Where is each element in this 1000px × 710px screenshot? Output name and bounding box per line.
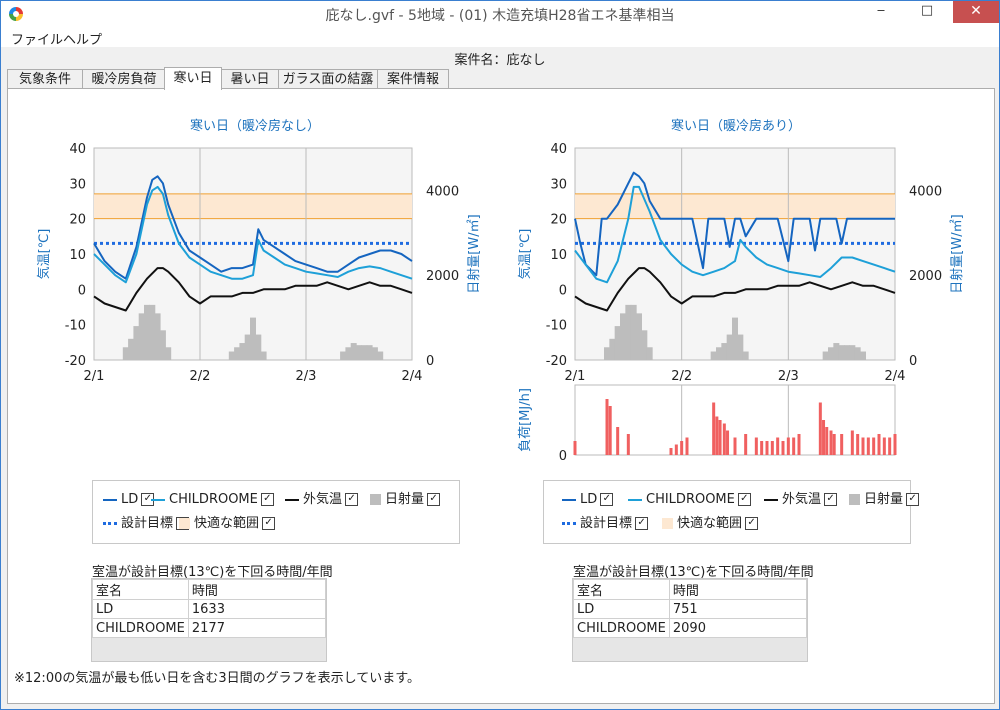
- legend-solar-label: 日射量: [385, 492, 425, 507]
- title-bar[interactable]: 庇なし.gvf - 5地域 - (01) 木造充填H28省エネ基準相当 ‒ □ …: [1, 1, 999, 27]
- legend2-item-target[interactable]: 設計目標 ✓: [562, 516, 649, 532]
- table-row[interactable]: CHILDROOME 2177: [92, 618, 327, 638]
- tab-case-info[interactable]: 案件情報: [377, 69, 449, 89]
- legend-item-comfort[interactable]: 快適な範囲 ✓: [179, 516, 276, 532]
- header-room: 室名: [573, 579, 670, 600]
- outdoor-swatch: [285, 498, 299, 501]
- legend2-item-childroome[interactable]: CHILDROOME ✓: [628, 492, 751, 508]
- legend-outdoor-checkbox[interactable]: ✓: [345, 493, 359, 506]
- header-hours: 時間: [668, 579, 808, 600]
- table-header-row: 室名 時間: [573, 579, 808, 600]
- window-title: 庇なし.gvf - 5地域 - (01) 木造充填H28省エネ基準相当: [325, 8, 675, 24]
- legend2-outdoor-label: 外気温: [782, 492, 822, 507]
- legend-comfort-checkbox[interactable]: ✓: [262, 517, 276, 530]
- legend-outdoor-label: 外気温: [303, 492, 343, 507]
- table-row[interactable]: LD 751: [573, 599, 808, 619]
- legend2-ld-label: LD: [580, 492, 598, 507]
- legend2-solar-label: 日射量: [864, 492, 904, 507]
- legend2-comfort-label: 快適な範囲: [677, 516, 743, 531]
- legend2-item-solar[interactable]: 日射量 ✓: [849, 492, 920, 508]
- table-row[interactable]: LD 1633: [92, 599, 327, 619]
- cell-room: CHILDROOME: [573, 618, 670, 638]
- header-hours: 時間: [187, 579, 327, 600]
- legend2-target-label: 設計目標: [580, 516, 633, 531]
- legend2-comfort-checkbox[interactable]: ✓: [745, 517, 759, 530]
- solar-swatch: [370, 494, 381, 505]
- childroome-swatch: [151, 498, 165, 501]
- comfort-swatch: [179, 518, 190, 529]
- ld-swatch: [562, 498, 576, 501]
- table2-title: 室温が設計目標(13℃)を下回る時間/年間: [573, 565, 814, 580]
- menu-help[interactable]: ヘルプ: [63, 33, 103, 48]
- legend2-ld-checkbox[interactable]: ✓: [600, 493, 614, 506]
- cell-hours: 1633: [187, 599, 327, 619]
- header-room: 室名: [92, 579, 189, 600]
- solar-swatch: [849, 494, 860, 505]
- legend-childroome-label: CHILDROOME: [169, 492, 258, 507]
- legend-target-label: 設計目標: [121, 516, 174, 531]
- legend2-item-ld[interactable]: LD ✓: [562, 492, 614, 508]
- menu-bar: ファイル ヘルプ: [1, 27, 999, 48]
- legend2-childroome-label: CHILDROOME: [646, 492, 735, 507]
- cell-room: LD: [573, 599, 670, 619]
- maximize-button[interactable]: □: [920, 3, 934, 18]
- close-button[interactable]: ✕: [953, 1, 999, 23]
- legend-ld-label: LD: [121, 492, 139, 507]
- tab-heating-cooling-load[interactable]: 暖冷房負荷: [82, 69, 166, 89]
- legend-item-outdoor[interactable]: 外気温 ✓: [285, 492, 359, 508]
- legend2-outdoor-checkbox[interactable]: ✓: [824, 493, 838, 506]
- target-swatch: [103, 522, 117, 525]
- cell-room: LD: [92, 599, 189, 619]
- childroome-swatch: [628, 498, 642, 501]
- legend-solar-checkbox[interactable]: ✓: [427, 493, 441, 506]
- case-name-label: 案件名：庇なし: [454, 53, 546, 68]
- tab-glass-condensation[interactable]: ガラス面の結露: [278, 69, 378, 89]
- table1-title: 室温が設計目標(13℃)を下回る時間/年間: [92, 565, 333, 580]
- legend-childroome-checkbox[interactable]: ✓: [260, 493, 274, 506]
- cell-hours: 2177: [187, 618, 327, 638]
- table1: 室名 時間 LD 1633 CHILDROOME 2177: [91, 578, 327, 662]
- tab-cold-day[interactable]: 寒い日: [164, 67, 222, 90]
- tab-weather[interactable]: 気象条件: [7, 69, 83, 89]
- chart2-title: 寒い日（暖冷房あり）: [670, 119, 801, 134]
- minimize-button[interactable]: ‒: [876, 3, 886, 18]
- tab-hot-day[interactable]: 暑い日: [221, 69, 279, 89]
- legend2-target-checkbox[interactable]: ✓: [635, 517, 649, 530]
- legend-item-ld[interactable]: LD ✓: [103, 492, 155, 508]
- cell-room: CHILDROOME: [92, 618, 189, 638]
- table-header-row: 室名 時間: [92, 579, 327, 600]
- chart2-legend: LD ✓ CHILDROOME ✓ 外気温 ✓ 日射量 ✓ 設計目標 ✓ 快適な範囲 ✓: [543, 480, 920, 544]
- legend2-item-outdoor[interactable]: 外気温 ✓: [764, 492, 838, 508]
- chart1-legend: LD✓ CHILDROOME✓ 外気温✓ 日射量✓ 設計目標✓ 快適な範囲✓: [92, 480, 460, 544]
- footnote: ※12:00の気温が最も低い日を含む3日間のグラフを表示しています。: [14, 671, 420, 686]
- ld-swatch: [103, 498, 117, 501]
- table2: 室名 時間 LD 751 CHILDROOME 2090: [572, 578, 808, 662]
- chart1-title: 寒い日（暖冷房なし）: [189, 119, 320, 134]
- legend2-childroome-checkbox[interactable]: ✓: [737, 493, 751, 506]
- app-logo-icon: [9, 7, 23, 21]
- cell-hours: 751: [668, 599, 808, 619]
- outdoor-swatch: [764, 498, 778, 501]
- legend2-solar-checkbox[interactable]: ✓: [906, 493, 920, 506]
- legend-item-childroome[interactable]: CHILDROOME ✓: [151, 492, 274, 508]
- legend-item-solar[interactable]: 日射量 ✓: [370, 492, 441, 508]
- legend-item-target[interactable]: 設計目標✓: [103, 516, 190, 532]
- comfort-swatch: [662, 518, 673, 529]
- legend-comfort-label: 快適な範囲: [194, 516, 260, 531]
- menu-file[interactable]: ファイル: [11, 33, 64, 48]
- target-swatch: [562, 522, 576, 525]
- legend2-item-comfort[interactable]: 快適な範囲 ✓: [662, 516, 759, 532]
- table-row[interactable]: CHILDROOME 2090: [573, 618, 808, 638]
- cell-hours: 2090: [668, 618, 808, 638]
